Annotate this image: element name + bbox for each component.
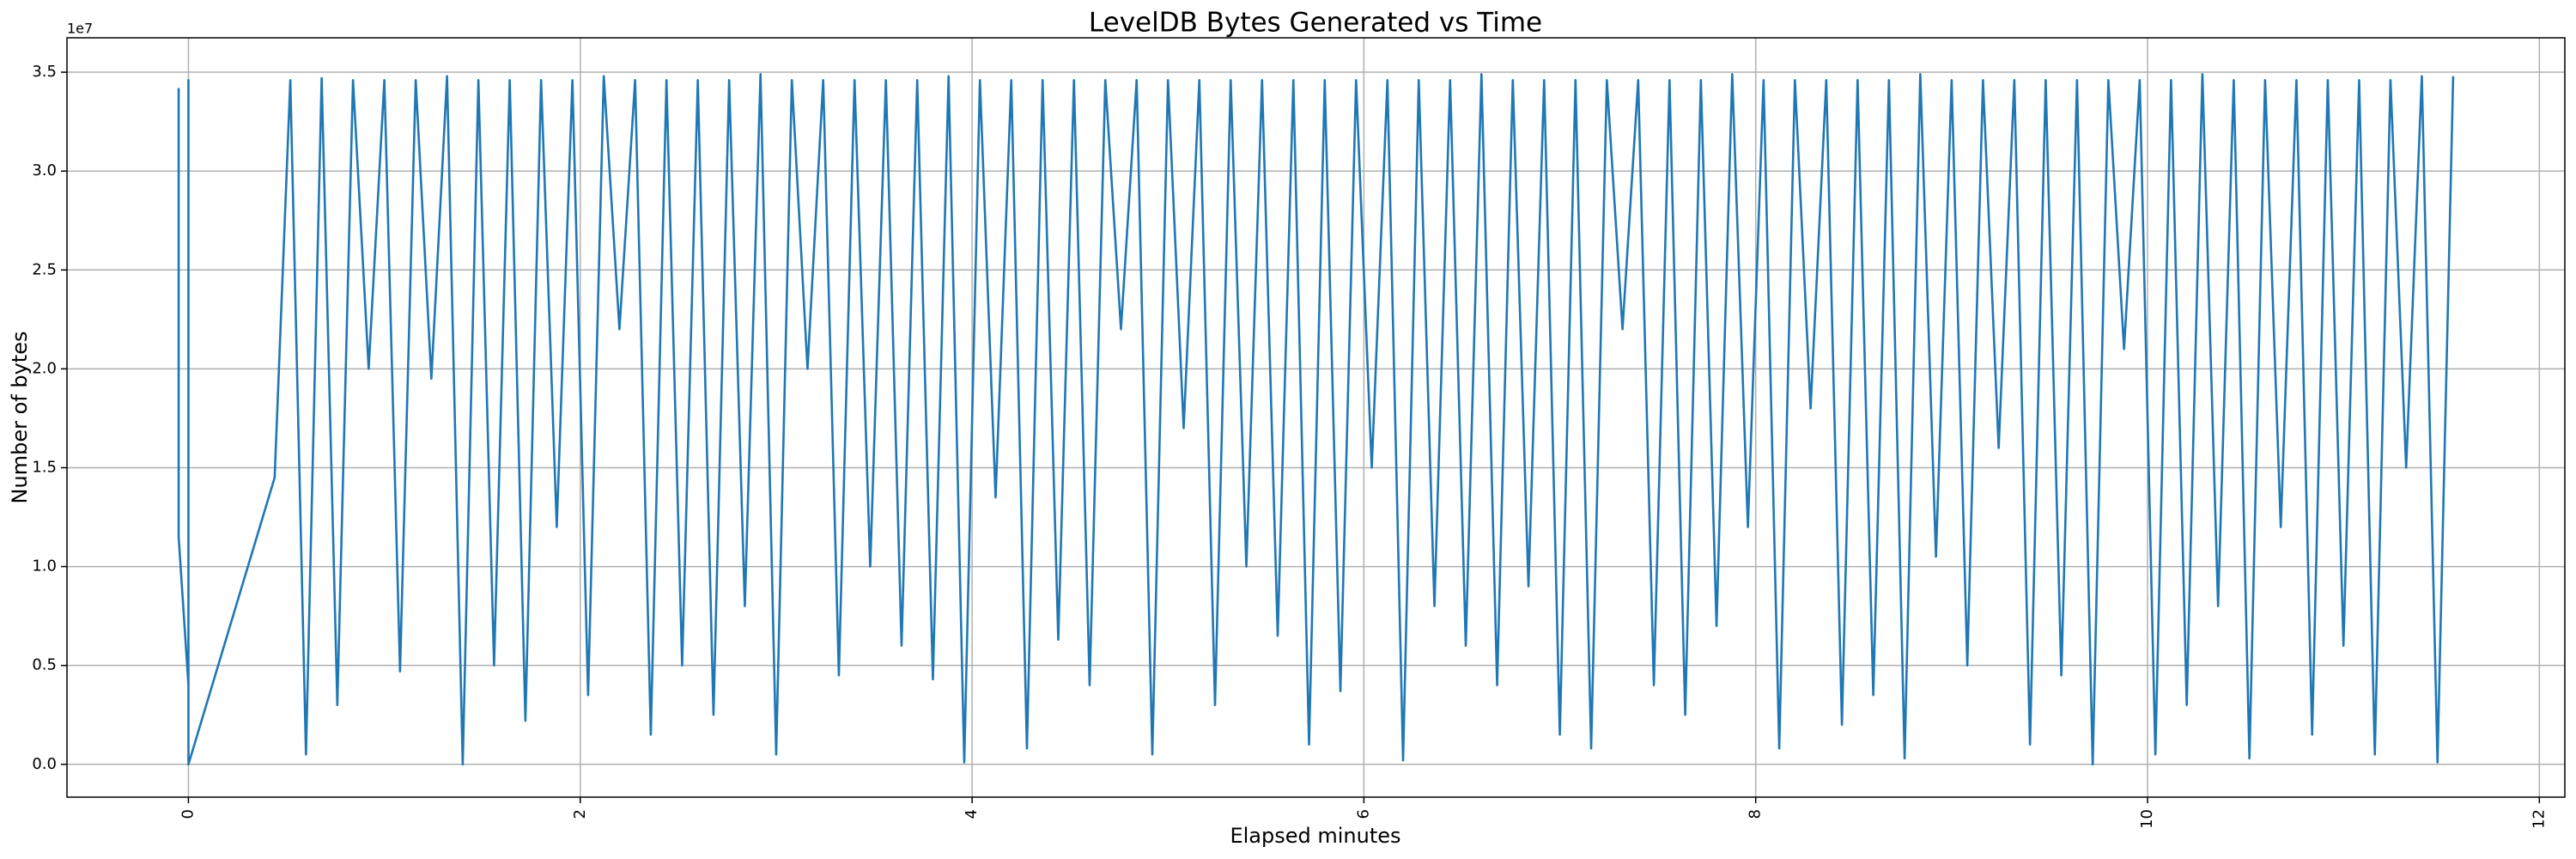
plot-frame: [66, 37, 2566, 798]
x-tick-label: 12: [2530, 809, 2548, 829]
y-tick-label: 3.0: [32, 161, 57, 180]
x-tick-label: 6: [1354, 809, 1372, 819]
x-tick-label: 4: [963, 809, 981, 819]
y-tick-label: 1.0: [32, 557, 57, 576]
x-axis-label: Elapsed minutes: [1230, 824, 1400, 848]
y-tick-label: 0.0: [32, 755, 57, 773]
x-tick-label: 8: [1747, 809, 1765, 819]
x-tick-label: 0: [179, 809, 197, 819]
x-tick-label: 2: [571, 809, 589, 819]
chart-title: LevelDB Bytes Generated vs Time: [1089, 8, 1542, 39]
y-offset-label: 1e7: [67, 21, 93, 37]
y-tick-label: 0.5: [32, 656, 57, 674]
y-tick-label: 2.0: [32, 359, 57, 377]
data-line: [177, 73, 2455, 766]
y-tick-label: 2.5: [32, 260, 57, 278]
x-tick-label: 10: [2138, 809, 2156, 829]
y-tick-label: 1.5: [32, 458, 57, 476]
y-tick-label: 3.5: [32, 63, 57, 81]
y-axis-label: Number of bytes: [8, 332, 32, 504]
